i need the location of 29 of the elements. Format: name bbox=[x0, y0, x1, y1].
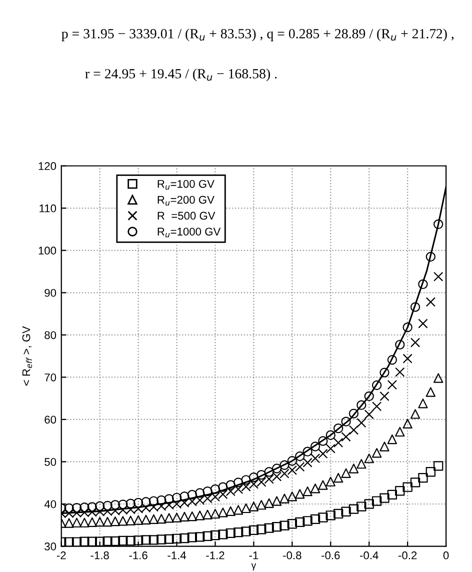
y-tick-label: 60 bbox=[44, 416, 56, 424]
y-axis-title: < R$_{eff}$ >, GV bbox=[22, 326, 32, 386]
x-tick-label: -0.4 bbox=[360, 551, 378, 560]
legend-label: R$_{u}$=100 GV bbox=[158, 180, 214, 190]
text: p = 31.95 − 3339.01 / (R$_{u}$ + 83.53) , q = 0.285 + 28.89 / (R$_{u}$ + 21.72) , bbox=[62, 28, 454, 42]
x-tick-label: -1.2 bbox=[206, 551, 224, 560]
y-tick-label: 70 bbox=[44, 373, 56, 382]
x-tick-label: -2 bbox=[56, 551, 66, 560]
y-tick-label: 100 bbox=[38, 246, 56, 255]
y-tick-label: 120 bbox=[38, 162, 56, 170]
x-tick-label: 0 bbox=[443, 551, 449, 560]
y-tick-label: 110 bbox=[40, 204, 56, 212]
y-tick-label: 50 bbox=[44, 458, 56, 466]
x-tick-label: -0.6 bbox=[322, 551, 340, 560]
y-tick-label: 30 bbox=[44, 542, 56, 550]
legend-label: R$_{u}$=1000 GV bbox=[158, 228, 221, 238]
text: r = 24.95 + 19.45 / (R$_{u}$ − 168.58) . bbox=[85, 68, 277, 82]
x-tick-label: -0.8 bbox=[283, 551, 302, 560]
x-axis-title: γ bbox=[251, 563, 256, 571]
x-tick-label: -1.8 bbox=[90, 551, 109, 560]
x-tick-label: -1 bbox=[249, 552, 258, 560]
x-tick-label: -0.2 bbox=[398, 551, 417, 560]
x-tick-label: -1.6 bbox=[129, 551, 148, 560]
legend-label: R$_{u}$=200 GV bbox=[158, 196, 214, 206]
y-tick-label: 90 bbox=[44, 288, 56, 297]
y-tick-label: 80 bbox=[44, 331, 56, 340]
y-tick-label: 40 bbox=[44, 500, 56, 508]
legend-label: R =500 GV bbox=[158, 212, 216, 220]
x-tick-label: -1.4 bbox=[168, 552, 186, 560]
